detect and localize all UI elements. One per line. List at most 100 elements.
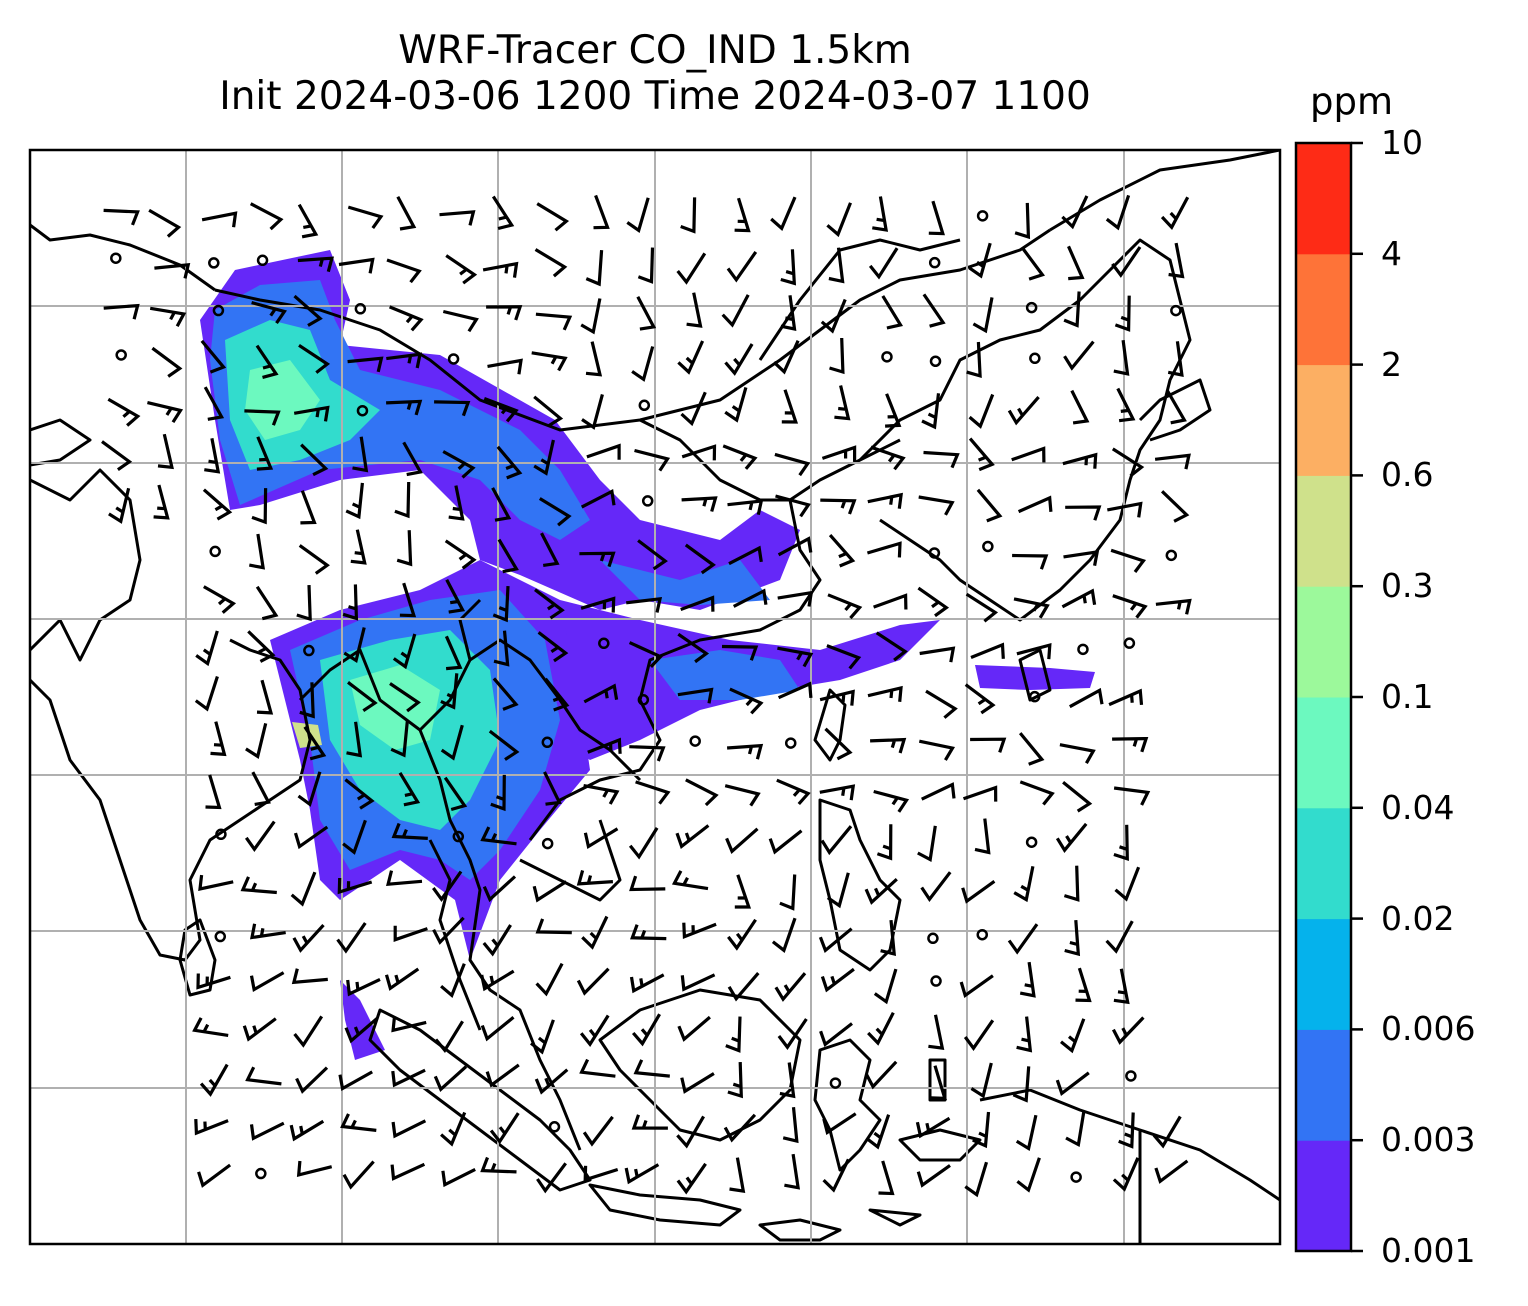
wind-barb [432,870,463,903]
wind-barb [729,1157,746,1194]
wind-barb [1016,642,1052,660]
wind-barb [390,1162,426,1181]
calm-circle [356,404,369,417]
wind-barb [342,819,367,855]
wind-barb [489,1112,520,1145]
wind-barb [205,774,222,810]
wind-barb [866,541,902,558]
wind-barb [777,646,814,668]
wind-barb [482,924,512,957]
wind-barb [256,679,274,715]
wind-barb [681,444,717,461]
coast-china-east [858,238,1192,622]
wind-barb [490,774,506,812]
wind-barb [1064,919,1081,957]
wind-barb [685,778,719,807]
wind-barb [1061,588,1097,609]
wind-barb [873,593,908,610]
wind-barb [826,872,850,909]
calm-circle [541,837,554,850]
colorbar-segment [1296,1140,1351,1252]
wind-barb [350,529,367,565]
wind-barb [534,588,565,620]
wind-barb [398,771,421,807]
wind-barb [918,495,955,516]
colorbar-tick-label: 0.006 [1381,1009,1476,1049]
wind-barb [298,544,330,575]
wind-barb [483,397,519,423]
wind-barb [676,1115,705,1149]
wind-barb [198,874,234,892]
calm-circle [689,735,701,747]
wind-barb [295,1066,329,1094]
wind-barb [536,1162,567,1194]
wind-barb [677,687,714,704]
wind-barb [873,789,910,813]
wind-barb [878,1160,895,1196]
wind-barb [1075,967,1092,1003]
wind-barb [732,588,768,608]
wind-barb [443,776,468,812]
colorbar-segment [1296,475,1351,587]
wind-barb [195,630,219,667]
colorbar-tick-label: 0.04 [1381,787,1455,827]
wind-barbs [101,194,1192,1198]
wind-barb [970,737,1007,753]
wind-barb [1111,447,1145,478]
wind-barb [721,294,750,328]
wind-barb [496,445,523,480]
wind-barb [629,745,666,762]
wind-barb [629,875,666,892]
colorbar-segment [1296,807,1351,920]
calm-circle [541,736,554,749]
wind-barb [347,356,384,373]
wind-barb [628,827,659,860]
calm-circle [927,932,939,945]
wind-barb [680,391,707,427]
wind-barb [915,1116,951,1139]
wind-barb [537,631,569,663]
calm-circle [641,495,654,507]
wind-barb [579,551,616,568]
wind-barb [1113,968,1130,1005]
wind-barb [1116,387,1136,423]
wind-barb [440,963,466,998]
wind-barb [727,499,764,516]
wind-barb [497,538,519,574]
wind-barb [676,1162,707,1195]
wind-barb [441,1167,476,1188]
coast-sulawesi [813,1038,882,1172]
wind-barb [391,1119,427,1139]
calm-circle [829,1077,842,1089]
wind-barb [338,1070,373,1091]
wind-barb [923,450,960,469]
wind-barb [928,200,945,236]
colorbar-tick-label: 0.3 [1381,566,1434,606]
wind-barb [930,1065,947,1100]
title-line-1: WRF-Tracer CO_IND 1.5km [398,28,912,73]
wind-barb [677,632,710,664]
calm-circle [212,304,225,317]
wind-barb [821,445,857,462]
wind-barb [1108,688,1144,707]
wind-barb [974,818,991,855]
calm-circle [110,252,122,264]
wind-barb [1113,339,1130,376]
wind-barb [1011,446,1046,463]
wind-barb [433,1065,468,1092]
wind-barb [680,1072,715,1094]
wind-barb [534,1068,569,1095]
wind-barb [442,450,476,479]
wind-barb [151,346,183,378]
wind-barb [485,1063,520,1088]
wind-barb [768,829,803,855]
wind-barb [194,1119,229,1136]
wind-barb [775,494,811,518]
wind-barb [492,586,510,623]
wind-barb [637,247,655,284]
wind-barb [297,771,322,807]
colorbar-tick-label: 4 [1381,233,1402,273]
wind-barb [203,585,237,614]
wind-barb [1020,246,1046,281]
wind-barb [925,689,958,719]
